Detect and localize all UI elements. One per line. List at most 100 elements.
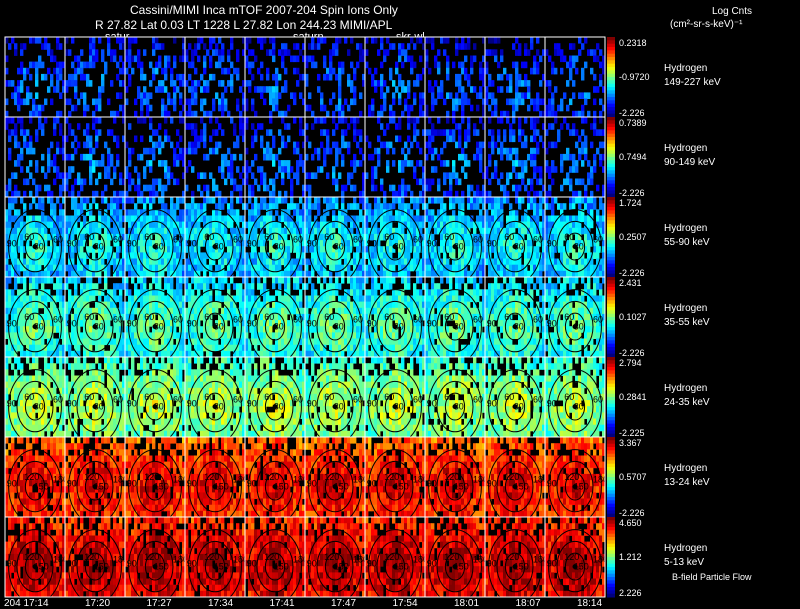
heatmap-cell (56, 197, 60, 204)
heatmap-cell (140, 98, 144, 106)
heatmap-cell (404, 98, 408, 106)
heatmap-cell (161, 86, 165, 93)
heatmap-cell (191, 49, 195, 56)
heatmap-cell (38, 104, 42, 112)
heatmap-cell (113, 295, 117, 303)
heatmap-cell (554, 227, 558, 235)
heatmap-cell (89, 153, 93, 161)
heatmap-cell (401, 246, 405, 253)
heatmap-cell (116, 73, 120, 81)
heatmap-cell (278, 73, 282, 81)
heatmap-cell (488, 221, 492, 229)
heatmap-cell (566, 227, 570, 235)
heatmap-cell (44, 264, 48, 272)
heatmap-cell (452, 98, 456, 106)
heatmap-cell (128, 153, 132, 161)
heatmap-cell (470, 221, 474, 229)
heatmap-cell (20, 43, 24, 50)
heatmap-cell (113, 289, 117, 296)
heatmap-cell (101, 55, 105, 63)
heatmap-cell (545, 49, 549, 56)
heatmap-cell (245, 270, 249, 278)
colorbar-segment (607, 207, 615, 211)
heatmap-cell (188, 203, 192, 210)
heatmap-cell (563, 270, 567, 278)
heatmap-cell (311, 221, 315, 229)
heatmap-cell (557, 264, 561, 272)
heatmap-cell (35, 258, 39, 266)
heatmap-cell (515, 215, 519, 223)
heatmap-cell (197, 209, 201, 216)
heatmap-cell (404, 104, 408, 112)
heatmap-cell (524, 240, 528, 247)
heatmap-cell (248, 67, 252, 75)
heatmap-cell (134, 326, 138, 333)
heatmap-cell (11, 301, 15, 309)
heatmap-cell (521, 240, 525, 247)
heatmap-cell (428, 221, 432, 229)
heatmap-cell (65, 117, 69, 124)
heatmap-cell (539, 172, 543, 179)
heatmap-cell (302, 227, 306, 235)
heatmap-cell (125, 326, 129, 333)
heatmap-cell (53, 129, 57, 136)
heatmap-cell (488, 240, 492, 247)
heatmap-cell (56, 320, 60, 327)
heatmap-cell (524, 117, 528, 124)
heatmap-cell (44, 252, 48, 259)
heatmap-cell (104, 184, 108, 192)
heatmap-cell (362, 270, 366, 278)
heatmap-cell (494, 172, 498, 179)
heatmap-cell (458, 246, 462, 253)
heatmap-cell (491, 110, 495, 118)
heatmap-cell (38, 320, 42, 327)
heatmap-cell (587, 197, 591, 204)
heatmap-cell (401, 264, 405, 272)
heatmap-cell (128, 80, 132, 87)
heatmap-cell (374, 246, 378, 253)
heatmap-cell (434, 264, 438, 272)
heatmap-cell (248, 240, 252, 247)
heatmap-cell (143, 221, 147, 229)
heatmap-cell (89, 215, 93, 223)
heatmap-cell (593, 117, 597, 124)
heatmap-cell (245, 264, 249, 272)
heatmap-cell (389, 110, 393, 118)
heatmap-cell (86, 295, 90, 303)
heatmap-cell (44, 221, 48, 229)
heatmap-cell (362, 184, 366, 192)
heatmap-cell (8, 209, 12, 216)
heatmap-cell (122, 110, 126, 118)
heatmap-cell (458, 233, 462, 241)
heatmap-cell (98, 117, 102, 124)
heatmap-cell (191, 240, 195, 247)
heatmap-cell (152, 129, 156, 136)
field-direction-marker (32, 324, 38, 330)
colorbar-min-label: -2.226 (619, 188, 645, 198)
heatmap-cell (224, 160, 228, 167)
heatmap-cell (491, 37, 495, 44)
heatmap-cell (116, 61, 120, 69)
heatmap-cell (95, 246, 99, 253)
heatmap-cell (239, 123, 243, 130)
heatmap-cell (269, 153, 273, 161)
heatmap-cell (539, 98, 543, 106)
contour-ring (204, 232, 226, 261)
heatmap-cell (215, 184, 219, 192)
heatmap-cell (512, 160, 516, 167)
heatmap-cell (149, 344, 153, 352)
heatmap-cell (548, 123, 552, 130)
heatmap-cell (92, 233, 96, 241)
heatmap-cell (602, 264, 606, 272)
heatmap-cell (362, 172, 366, 179)
heatmap-cell (80, 252, 84, 259)
heatmap-cell (497, 246, 501, 253)
heatmap-cell (92, 221, 96, 229)
heatmap-cell (392, 270, 396, 278)
heatmap-cell (329, 61, 333, 69)
heatmap-cell (362, 178, 366, 186)
heatmap-cell (269, 240, 273, 247)
heatmap-cell (140, 344, 144, 352)
heatmap-cell (317, 147, 321, 155)
heatmap-cell (431, 92, 435, 99)
